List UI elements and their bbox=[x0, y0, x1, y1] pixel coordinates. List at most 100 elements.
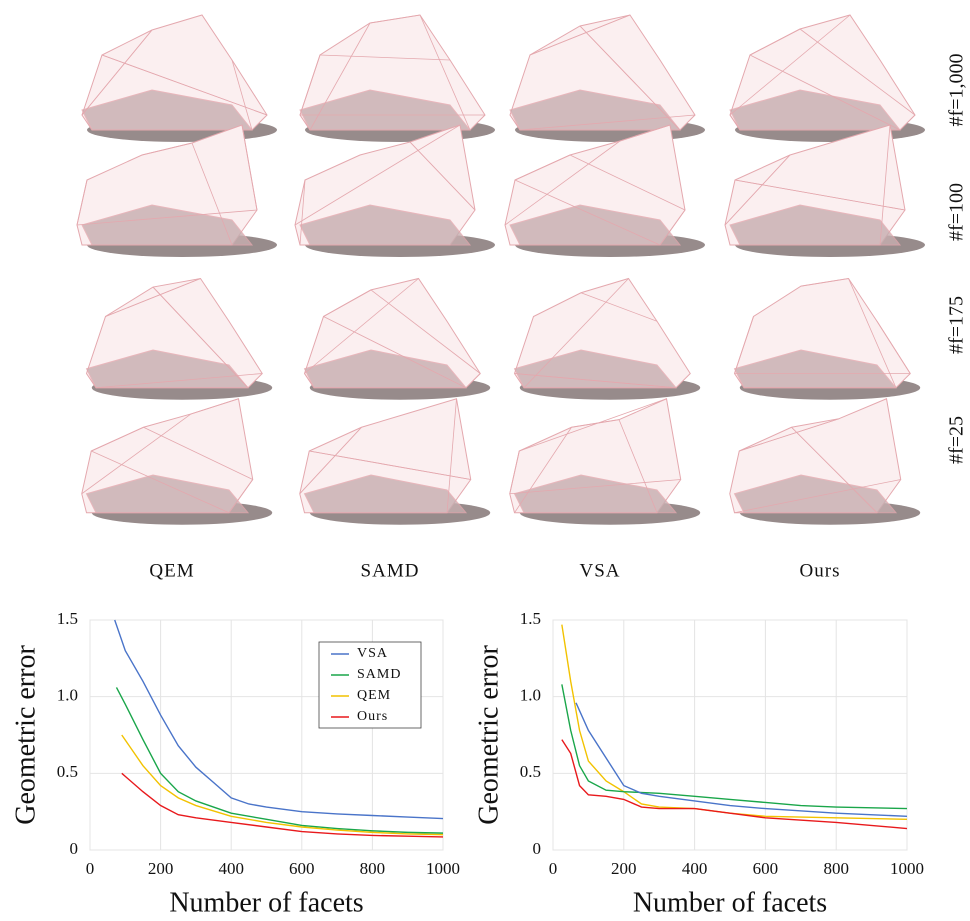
mesh-edge bbox=[101, 54, 268, 116]
x-tick-label: 200 bbox=[148, 859, 174, 878]
mesh-edge bbox=[319, 54, 451, 61]
mesh-edge bbox=[299, 54, 321, 116]
legend-label: QEM bbox=[357, 688, 391, 703]
mesh-edge bbox=[81, 29, 153, 116]
mesh-edge bbox=[370, 289, 481, 374]
x-tick-label: 1000 bbox=[890, 859, 924, 878]
mesh-edge bbox=[509, 479, 681, 495]
mesh-edge bbox=[81, 413, 192, 495]
legend-box bbox=[318, 641, 422, 729]
mesh-edge bbox=[504, 140, 621, 226]
mesh-side bbox=[733, 349, 898, 389]
y-tick-label: 0 bbox=[533, 839, 542, 858]
mesh-edge bbox=[791, 426, 878, 514]
mesh-edge bbox=[409, 141, 476, 211]
mesh-edge bbox=[519, 398, 667, 452]
mesh-edge bbox=[309, 22, 371, 131]
mesh-edge bbox=[514, 154, 571, 181]
mesh-edge bbox=[190, 398, 239, 415]
mesh-edge bbox=[323, 289, 372, 317]
mesh-edge bbox=[91, 426, 144, 452]
mesh-edge bbox=[571, 419, 620, 428]
mesh-side bbox=[81, 89, 254, 131]
row-label: #f=1,000 bbox=[946, 54, 968, 127]
mesh-side bbox=[303, 349, 468, 389]
mesh-edge bbox=[76, 209, 258, 226]
mesh-edge bbox=[729, 114, 741, 131]
column-label: SAMD bbox=[361, 560, 420, 581]
plot-frame bbox=[552, 619, 908, 851]
y-tick-label: 1.5 bbox=[57, 609, 78, 628]
mesh-side bbox=[729, 89, 902, 131]
row-label: #f=25 bbox=[946, 416, 968, 464]
mesh-edge bbox=[619, 124, 671, 142]
x-tick-label: 400 bbox=[682, 859, 708, 878]
mesh-side bbox=[299, 89, 472, 131]
mesh-edge bbox=[579, 25, 681, 131]
mesh-edge bbox=[749, 28, 801, 56]
y-tick-label: 0.5 bbox=[520, 762, 541, 781]
mesh-edge bbox=[304, 278, 419, 374]
mesh-edge bbox=[724, 154, 791, 226]
mesh-edge bbox=[659, 209, 686, 246]
mesh-edge bbox=[618, 419, 658, 513]
mesh-edge bbox=[304, 373, 315, 388]
mesh-edge bbox=[800, 278, 849, 287]
mesh-side bbox=[81, 204, 254, 246]
mesh-edge bbox=[580, 292, 658, 322]
column-label: VSA bbox=[579, 560, 620, 581]
series-line bbox=[575, 702, 908, 817]
mesh-edge bbox=[529, 14, 631, 56]
series-line bbox=[561, 624, 908, 821]
mesh-edge bbox=[241, 124, 258, 211]
mesh-edge bbox=[143, 426, 253, 480]
series-line bbox=[121, 734, 444, 836]
mesh-edge bbox=[446, 398, 457, 513]
x-tick-label: 800 bbox=[823, 859, 849, 878]
legend-label: VSA bbox=[357, 646, 388, 661]
x-tick-label: 600 bbox=[289, 859, 315, 878]
y-tick-label: 1.5 bbox=[520, 609, 541, 628]
mesh-side bbox=[733, 474, 898, 514]
y-tick-label: 0 bbox=[70, 839, 79, 858]
mesh-edge bbox=[734, 479, 901, 514]
mesh-edge bbox=[876, 321, 911, 374]
y-tick-label: 1.0 bbox=[57, 686, 78, 705]
x-tick-label: 400 bbox=[218, 859, 244, 878]
series-line bbox=[121, 772, 444, 838]
row-label: #f=175 bbox=[946, 296, 968, 354]
column-label: Ours bbox=[800, 560, 841, 581]
column-label: QEM bbox=[149, 560, 194, 581]
mesh-edge bbox=[323, 316, 467, 389]
mesh-edge bbox=[299, 426, 362, 495]
y-axis-label: Geometric error bbox=[473, 645, 504, 825]
y-tick-label: 0.5 bbox=[57, 762, 78, 781]
x-axis-label: Number of facets bbox=[169, 887, 363, 918]
x-tick-label: 0 bbox=[549, 859, 558, 878]
y-tick-label: 1.0 bbox=[520, 686, 541, 705]
mesh-side bbox=[729, 204, 902, 246]
mesh-edge bbox=[231, 59, 253, 131]
x-tick-label: 1000 bbox=[426, 859, 460, 878]
mesh-edge bbox=[141, 142, 193, 156]
mesh-edge bbox=[465, 373, 481, 389]
mesh-edge bbox=[294, 124, 461, 226]
row-label: #f=100 bbox=[946, 183, 968, 241]
mesh-edge bbox=[734, 179, 906, 211]
x-tick-label: 0 bbox=[86, 859, 95, 878]
x-axis-label: Number of facets bbox=[633, 887, 827, 918]
mesh-edge bbox=[91, 450, 230, 514]
series-line bbox=[115, 687, 444, 834]
mesh-edge bbox=[514, 179, 661, 246]
series-line bbox=[561, 684, 908, 810]
mesh-edge bbox=[899, 114, 916, 131]
mesh-edge bbox=[514, 373, 677, 389]
mesh-edge bbox=[749, 54, 901, 131]
mesh-edge bbox=[299, 179, 306, 246]
mesh-side bbox=[299, 204, 472, 246]
series-line bbox=[561, 739, 908, 830]
mesh-edge bbox=[509, 450, 520, 494]
mesh-edge bbox=[76, 179, 88, 226]
mesh-edge bbox=[309, 450, 471, 480]
series-line bbox=[114, 619, 444, 820]
